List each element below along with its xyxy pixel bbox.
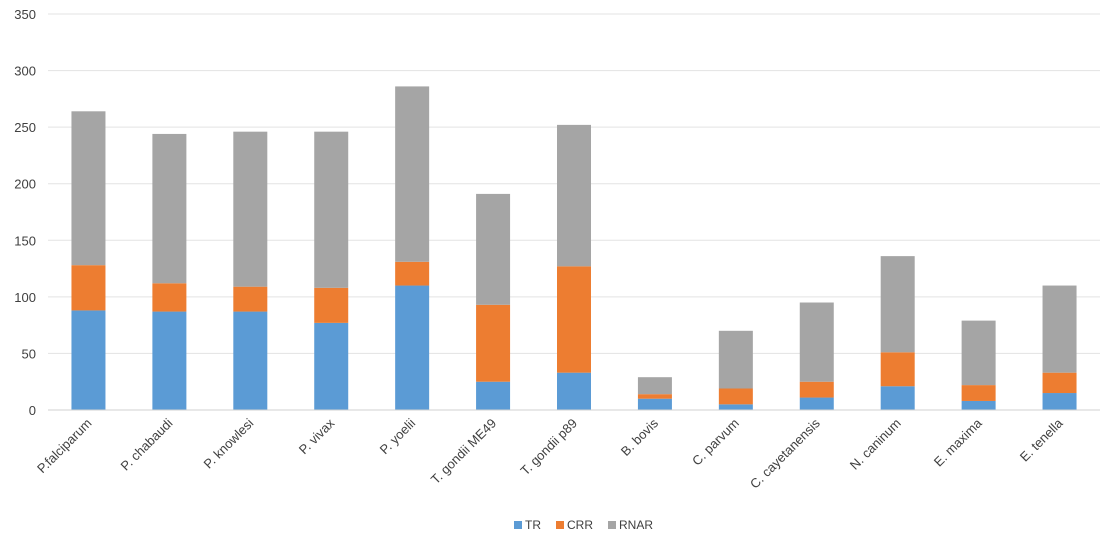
legend-item-rnar: RNAR [608, 518, 653, 532]
bar-segment-crr [395, 261, 430, 286]
bar-segment-rnar [233, 131, 268, 287]
bar-segment-rnar [718, 330, 753, 389]
bar-segment-tr [233, 311, 268, 410]
bar-segment-tr [637, 398, 672, 410]
bar-segment-crr [637, 394, 672, 399]
bar-segment-rnar [637, 377, 672, 395]
legend-item-crr: CRR [556, 518, 593, 532]
y-tick-label: 300 [14, 64, 36, 79]
bar-segment-tr [718, 404, 753, 410]
legend-item-tr: TR [514, 518, 541, 532]
legend-swatch [514, 521, 522, 529]
bar-segment-rnar [799, 302, 834, 382]
legend-label: TR [525, 518, 541, 532]
x-category-label: C. parvum [689, 416, 742, 469]
bar-segment-rnar [71, 111, 106, 266]
bar-segment-tr [71, 310, 106, 410]
bar-segment-rnar [880, 256, 915, 353]
legend-swatch [608, 521, 616, 529]
x-category-label: E. tenella [1017, 415, 1066, 464]
y-tick-label: 150 [14, 233, 36, 248]
bar-segment-rnar [961, 320, 996, 386]
x-category-label: N. caninum [847, 416, 904, 473]
bar-segment-crr [880, 352, 915, 387]
y-tick-label: 0 [29, 403, 36, 418]
legend-label: RNAR [619, 518, 653, 532]
bar-segment-tr [395, 285, 430, 410]
bar-segment-rnar [314, 131, 349, 288]
x-category-label: P. knowlesi [201, 415, 257, 471]
x-category-label: P. yoelii [377, 415, 419, 457]
bar-segment-tr [476, 381, 511, 410]
bar-segment-tr [152, 311, 187, 410]
x-category-label: B. bovis [618, 415, 662, 459]
bar-segment-tr [557, 372, 591, 410]
bar-segment-tr [799, 397, 834, 410]
bar-segment-crr [961, 385, 996, 401]
y-tick-label: 50 [22, 346, 36, 361]
bar-segment-rnar [1042, 285, 1077, 373]
bar-segment-crr [799, 381, 834, 398]
x-axis-labels: P.falciparum P. chabaudi P. knowlesi P. viv… [34, 415, 1066, 492]
y-tick-label: 350 [14, 7, 36, 22]
x-category-label: T. gondii ME49 [428, 416, 499, 487]
legend: TR CRR RNAR [514, 518, 653, 532]
x-category-label: P. chabaudi [118, 415, 176, 473]
bar-segment-crr [557, 266, 591, 373]
bar-segment-crr [71, 265, 106, 311]
bar-segment-crr [718, 388, 753, 405]
y-tick-label: 250 [14, 120, 36, 135]
bar-segment-crr [1042, 372, 1077, 394]
bars-layer [71, 86, 1077, 410]
bar-segment-tr [880, 386, 915, 410]
bar-segment-rnar [557, 124, 591, 267]
x-category-label: C. cayetanensis [747, 415, 823, 491]
bar-segment-crr [314, 287, 349, 323]
bar-segment-tr [961, 400, 996, 410]
x-category-label: P.falciparum [34, 416, 95, 477]
y-tick-label: 200 [14, 177, 36, 192]
x-category-label: E. maxima [931, 415, 986, 470]
bar-segment-crr [476, 304, 511, 382]
x-category-label: T. gondii p89 [517, 416, 580, 479]
y-axis-ticks: 0 50 100 150 200 250 300 350 [14, 7, 36, 418]
y-tick-label: 100 [14, 290, 36, 305]
legend-label: CRR [567, 518, 593, 532]
bar-segment-tr [314, 322, 349, 410]
bar-segment-tr [1042, 393, 1077, 410]
x-category-label: P. vivax [296, 415, 338, 457]
bar-segment-rnar [395, 86, 430, 262]
bar-segment-crr [152, 283, 187, 312]
bar-segment-rnar [476, 193, 511, 305]
bar-segment-rnar [152, 133, 187, 284]
legend-swatch [556, 521, 564, 529]
bar-segment-crr [233, 286, 268, 312]
